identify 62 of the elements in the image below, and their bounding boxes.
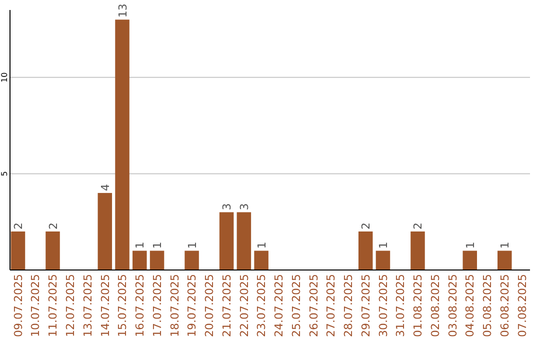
bar xyxy=(254,250,268,270)
bar xyxy=(132,250,147,270)
data-label: 1 xyxy=(464,242,477,249)
bar xyxy=(462,250,477,270)
x-tick-label: 16.07.2025 xyxy=(134,274,146,337)
x-tick-label: 27.07.2025 xyxy=(324,274,338,337)
bar xyxy=(358,231,373,270)
x-tick-label: 10.07.2025 xyxy=(29,274,42,337)
x-tick-label: 30.07.2025 xyxy=(376,274,390,337)
x-tick-label: 14.07.2025 xyxy=(98,274,112,337)
x-tick-label: 19.07.2025 xyxy=(186,274,199,337)
data-label: 4 xyxy=(98,184,112,191)
bar xyxy=(219,212,234,270)
x-tick-label: 25.07.2025 xyxy=(290,274,303,337)
x-tick-label: 22.07.2025 xyxy=(238,274,251,337)
x-tick-label: 09.07.2025 xyxy=(12,274,25,337)
x-tick-label: 11.07.2025 xyxy=(46,274,60,337)
bar xyxy=(498,250,512,270)
x-tick-label: 29.07.2025 xyxy=(359,274,372,337)
x-tick-label: 13.07.2025 xyxy=(81,274,94,337)
x-tick-label: 06.08.2025 xyxy=(498,274,512,337)
x-tick-label: 21.07.2025 xyxy=(220,274,234,337)
y-tick-label: 10 xyxy=(0,72,9,82)
bar xyxy=(236,212,252,270)
x-tick-label: 17.07.2025 xyxy=(150,274,164,337)
data-label: 13 xyxy=(116,4,130,18)
x-tick-label: 04.08.2025 xyxy=(464,274,477,337)
x-tick-label: 18.07.2025 xyxy=(168,274,182,337)
x-tick-label: 31.07.2025 xyxy=(394,274,408,337)
bar xyxy=(46,231,60,270)
data-label: 3 xyxy=(220,203,234,210)
bar xyxy=(115,20,130,270)
x-tick-label: 07.08.2025 xyxy=(516,274,529,337)
data-label: 2 xyxy=(412,222,425,230)
bar xyxy=(10,231,26,270)
data-label: 1 xyxy=(134,242,147,249)
data-label: 1 xyxy=(151,242,164,249)
x-tick-label: 02.08.2025 xyxy=(428,274,442,337)
x-tick-label: 12.07.2025 xyxy=(64,274,77,337)
data-label: 1 xyxy=(376,242,390,249)
x-tick-label: 28.07.2025 xyxy=(342,274,356,337)
y-tick-label: 5 xyxy=(0,171,9,176)
data-label: 1 xyxy=(255,242,268,249)
x-tick-label: 26.07.2025 xyxy=(307,274,320,337)
x-tick-label: 15.07.2025 xyxy=(116,274,130,337)
data-label: 2 xyxy=(12,222,25,230)
data-label: 2 xyxy=(46,222,60,230)
x-tick-label: 01.08.2025 xyxy=(412,274,425,337)
data-label: 3 xyxy=(238,203,251,210)
bar xyxy=(410,231,425,270)
data-label: 1 xyxy=(498,242,512,249)
x-tick-label: 23.07.2025 xyxy=(255,274,268,337)
bar xyxy=(150,250,164,270)
bar xyxy=(184,250,199,270)
bar xyxy=(98,192,112,270)
x-tick-label: 05.08.2025 xyxy=(481,274,494,337)
x-tick-label: 20.07.2025 xyxy=(203,274,216,337)
bar xyxy=(376,250,390,270)
x-tick-label: 03.08.2025 xyxy=(446,274,460,337)
data-label: 1 xyxy=(186,242,199,249)
x-tick-label: 24.07.2025 xyxy=(272,274,286,337)
data-label: 2 xyxy=(360,222,373,230)
